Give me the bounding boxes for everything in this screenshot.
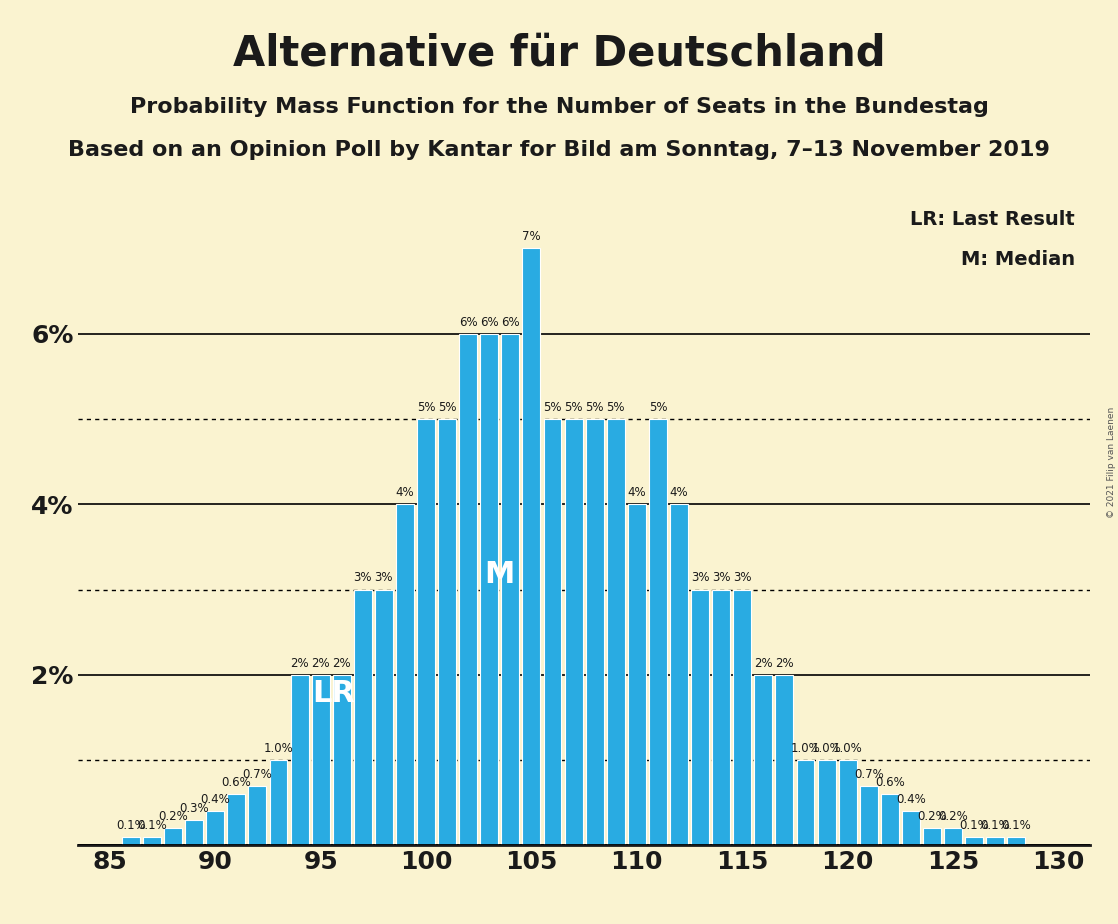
Bar <box>501 334 520 845</box>
Text: Alternative für Deutschland: Alternative für Deutschland <box>233 32 885 74</box>
Text: Probability Mass Function for the Number of Seats in the Bundestag: Probability Mass Function for the Number… <box>130 97 988 117</box>
Text: 0.1%: 0.1% <box>116 819 145 832</box>
Text: 6%: 6% <box>458 316 477 329</box>
Bar <box>817 760 835 845</box>
Bar <box>691 590 709 845</box>
Text: 5%: 5% <box>648 401 667 414</box>
Bar <box>712 590 730 845</box>
Text: 5%: 5% <box>586 401 604 414</box>
Text: 0.6%: 0.6% <box>221 776 252 789</box>
Bar <box>143 837 161 845</box>
Text: 0.1%: 0.1% <box>959 819 989 832</box>
Text: 0.2%: 0.2% <box>159 810 188 823</box>
Text: M: Median: M: Median <box>960 250 1074 269</box>
Text: 5%: 5% <box>438 401 456 414</box>
Bar <box>944 829 961 845</box>
Bar <box>881 795 899 845</box>
Bar <box>923 829 941 845</box>
Text: 4%: 4% <box>670 486 689 499</box>
Bar <box>481 334 499 845</box>
Text: 1.0%: 1.0% <box>812 742 842 755</box>
Text: 3%: 3% <box>733 571 751 585</box>
Text: 0.1%: 0.1% <box>1002 819 1031 832</box>
Text: 7%: 7% <box>522 230 541 243</box>
Bar <box>186 820 203 845</box>
Bar <box>733 590 751 845</box>
Bar <box>312 675 330 845</box>
Text: 5%: 5% <box>565 401 582 414</box>
Text: 5%: 5% <box>417 401 435 414</box>
Bar <box>438 419 456 845</box>
Bar <box>122 837 140 845</box>
Text: 6%: 6% <box>501 316 520 329</box>
Text: 3%: 3% <box>375 571 394 585</box>
Bar <box>565 419 582 845</box>
Bar <box>776 675 794 845</box>
Text: 0.1%: 0.1% <box>138 819 167 832</box>
Bar <box>291 675 309 845</box>
Text: Based on an Opinion Poll by Kantar for Bild am Sonntag, 7–13 November 2019: Based on an Opinion Poll by Kantar for B… <box>68 140 1050 161</box>
Text: 0.3%: 0.3% <box>179 802 209 815</box>
Text: 1.0%: 1.0% <box>790 742 821 755</box>
Text: 2%: 2% <box>332 657 351 670</box>
Text: 3%: 3% <box>353 571 372 585</box>
Text: M: M <box>484 560 515 589</box>
Text: 0.4%: 0.4% <box>896 793 926 807</box>
Text: 2%: 2% <box>291 657 309 670</box>
Text: 3%: 3% <box>712 571 730 585</box>
Bar <box>522 249 540 845</box>
Bar <box>269 760 287 845</box>
Bar <box>986 837 1004 845</box>
Text: 0.4%: 0.4% <box>200 793 230 807</box>
Bar <box>396 505 414 845</box>
Bar <box>164 829 182 845</box>
Bar <box>628 505 646 845</box>
Bar <box>586 419 604 845</box>
Text: 0.2%: 0.2% <box>938 810 968 823</box>
Bar <box>607 419 625 845</box>
Bar <box>965 837 983 845</box>
Text: 2%: 2% <box>311 657 330 670</box>
Text: 5%: 5% <box>543 401 561 414</box>
Text: 0.7%: 0.7% <box>854 768 883 781</box>
Bar <box>860 785 878 845</box>
Text: 1.0%: 1.0% <box>264 742 293 755</box>
Bar <box>248 785 266 845</box>
Text: LR: LR <box>312 679 356 708</box>
Text: 2%: 2% <box>775 657 794 670</box>
Bar <box>755 675 773 845</box>
Bar <box>375 590 392 845</box>
Text: 2%: 2% <box>754 657 773 670</box>
Bar <box>207 811 225 845</box>
Text: 0.2%: 0.2% <box>917 810 947 823</box>
Text: 1.0%: 1.0% <box>833 742 862 755</box>
Text: LR: Last Result: LR: Last Result <box>910 210 1074 229</box>
Text: 0.1%: 0.1% <box>980 819 1010 832</box>
Bar <box>543 419 561 845</box>
Text: 6%: 6% <box>480 316 499 329</box>
Bar <box>796 760 814 845</box>
Text: 0.7%: 0.7% <box>243 768 273 781</box>
Bar <box>1007 837 1025 845</box>
Bar <box>648 419 667 845</box>
Text: © 2021 Filip van Laenen: © 2021 Filip van Laenen <box>1107 407 1116 517</box>
Bar <box>838 760 856 845</box>
Bar <box>459 334 477 845</box>
Bar <box>670 505 688 845</box>
Bar <box>333 675 351 845</box>
Text: 4%: 4% <box>396 486 415 499</box>
Text: 5%: 5% <box>607 401 625 414</box>
Bar <box>902 811 920 845</box>
Bar <box>417 419 435 845</box>
Bar <box>354 590 372 845</box>
Text: 0.6%: 0.6% <box>875 776 904 789</box>
Text: 4%: 4% <box>627 486 646 499</box>
Bar <box>227 795 245 845</box>
Text: 3%: 3% <box>691 571 709 585</box>
